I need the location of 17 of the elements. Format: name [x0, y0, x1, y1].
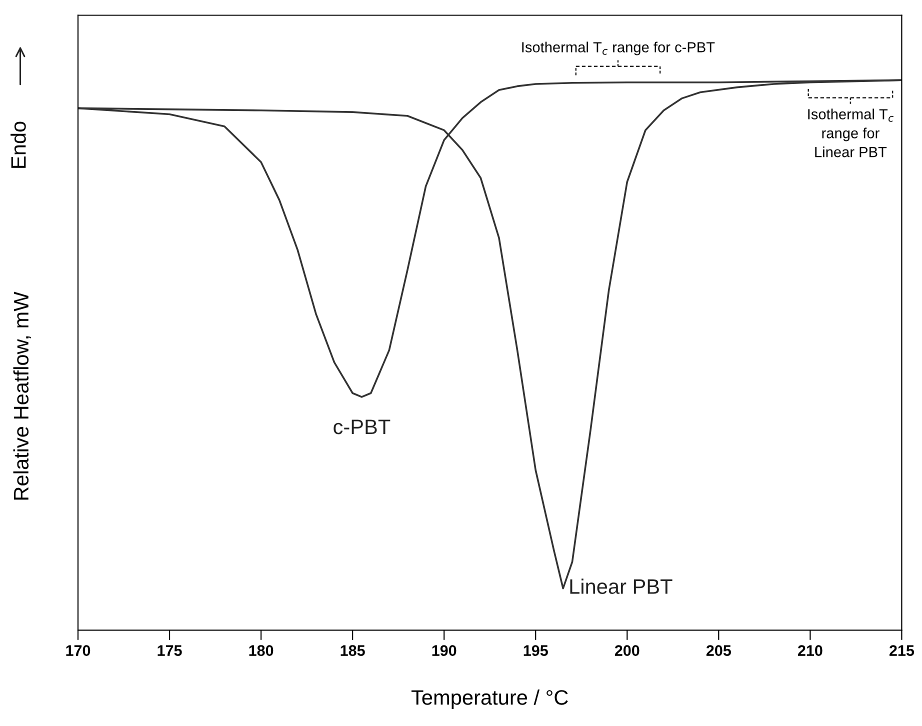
annotation: Isothermal T$_{c}$ range for Linear PBT [808, 108, 894, 158]
x-tick-label: 195 [524, 645, 548, 656]
x-tick-label: 190 [432, 645, 456, 656]
y-axis-title: Relative Heatflow, mW [13, 292, 32, 500]
series-label: c-PBT [334, 420, 390, 434]
x-tick-label: 215 [890, 645, 914, 656]
x-axis-title: Temperature / °C [411, 690, 568, 709]
x-tick-label: 185 [340, 645, 365, 656]
annotation: Isothermal T$_{c}$ range for c-PBT [522, 42, 715, 56]
x-tick-label: 210 [798, 645, 822, 656]
x-tick-label: 175 [158, 645, 182, 656]
series-label: Linear PBT [570, 578, 672, 594]
x-tick-label: 180 [249, 645, 274, 656]
text: Endo [10, 122, 26, 168]
x-tick-label: 170 [66, 645, 90, 656]
x-tick-label: 205 [706, 645, 731, 656]
x-tick-label: 200 [614, 645, 640, 656]
